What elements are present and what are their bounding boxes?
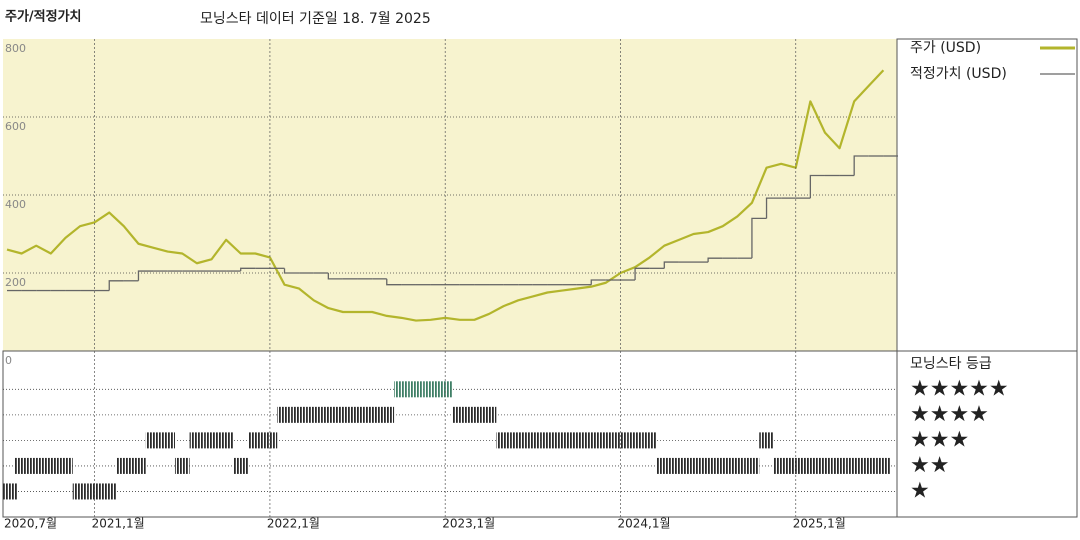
fair-value-step (707, 257, 723, 263)
rating-bar (277, 406, 292, 423)
rating-bar (832, 457, 847, 474)
fair-value-step (283, 268, 300, 274)
fair-value-step (137, 270, 154, 281)
rating-bar (335, 406, 351, 423)
rating-bar (145, 432, 161, 449)
rating-bar (379, 406, 395, 423)
fair-value-step (663, 261, 679, 269)
legend-label: 주가 (USD) (910, 40, 981, 56)
fair-value-step (751, 217, 767, 259)
rating-bar (671, 457, 687, 474)
rating-bar (364, 406, 380, 423)
rating-bar (686, 457, 701, 474)
rating-bar (554, 432, 570, 449)
rating-bar (803, 457, 818, 474)
rating-bar (656, 457, 672, 474)
fair-value-step (853, 155, 869, 176)
chart-title: 주가/적정가치 (5, 9, 82, 25)
rating-bar (233, 457, 249, 474)
fair-value-step (327, 273, 343, 280)
rating-bar (394, 381, 409, 398)
rating-bar (583, 432, 599, 449)
x-tick-label: 2024,1월 (617, 517, 670, 531)
y-tick-label: 600 (5, 120, 26, 133)
rating-label: ★ (910, 478, 930, 503)
rating-bar (321, 406, 336, 423)
fair-value-step (590, 279, 606, 285)
fair-value-step (809, 174, 825, 199)
rating-label: ★★★★ (910, 402, 989, 427)
rating-bar (350, 406, 365, 423)
rating-bar (525, 432, 541, 449)
rating-bar (876, 457, 891, 474)
rating-bar (58, 457, 73, 474)
rating-bar (773, 457, 789, 474)
rating-bar (759, 432, 774, 449)
rating-bar (174, 457, 190, 474)
rating-bar (846, 457, 862, 474)
rating-bar (408, 381, 424, 398)
rating-bar (540, 432, 555, 449)
rating-bar (642, 432, 657, 449)
rating-bar (291, 406, 307, 423)
rating-bar (481, 406, 497, 423)
x-tick-label: 2025,1월 (793, 517, 846, 531)
fair-value-step (108, 280, 124, 291)
rating-bar (861, 457, 877, 474)
rating-bar (218, 432, 234, 449)
fair-value-step (386, 278, 402, 286)
rating-bar (598, 432, 614, 449)
y-tick-label: 200 (5, 276, 26, 289)
rating-bar (28, 457, 44, 474)
rating-bar (700, 457, 716, 474)
rating-bar (817, 457, 833, 474)
rating-bar (423, 381, 438, 398)
rating-bar (189, 432, 205, 449)
x-tick-label: 2021,1월 (92, 517, 145, 531)
rating-bar (160, 432, 175, 449)
fair-value-step (240, 267, 256, 272)
x-tick-label: 2020,7월 (4, 517, 57, 531)
y-tick-label: 800 (5, 42, 26, 55)
rating-bar (101, 483, 117, 500)
y-tick-label: 400 (5, 198, 26, 211)
rating-bar (744, 457, 760, 474)
chart-subtitle: 모닝스타 데이터 기준일 18. 7월 2025 (200, 11, 431, 27)
legend-label: 적정가치 (USD) (910, 66, 1007, 82)
rating-title: 모닝스타 등급 (910, 356, 992, 372)
legend-box (896, 38, 1078, 352)
rating-bar (496, 432, 511, 449)
rating-bar (730, 457, 745, 474)
rating-bar (627, 432, 643, 449)
fair-value-step (634, 267, 650, 281)
rating-label: ★★ (910, 453, 949, 478)
rating-label: ★★★★★ (910, 376, 1009, 401)
rating-bar (131, 457, 146, 474)
rating-bar (14, 457, 29, 474)
rating-bar (116, 457, 132, 474)
rating-bar (3, 483, 18, 500)
rating-bar (72, 483, 88, 500)
rating-bar (510, 432, 526, 449)
rating-bar (452, 406, 468, 423)
rating-bar (437, 381, 453, 398)
y-tick-label: 0 (5, 354, 12, 367)
rating-bar (467, 406, 482, 423)
rating-bar (715, 457, 731, 474)
fair-value-step (765, 197, 782, 219)
rating-legend-box (896, 350, 1078, 518)
rating-bar (204, 432, 219, 449)
rating-bar (569, 432, 584, 449)
x-tick-label: 2023,1월 (442, 517, 495, 531)
rating-bar (306, 406, 322, 423)
rating-label: ★★★ (910, 427, 969, 452)
rating-bar (248, 432, 263, 449)
rating-bar (788, 457, 804, 474)
x-tick-label: 2022,1월 (267, 517, 320, 531)
price-line (6, 69, 885, 322)
rating-bar (43, 457, 59, 474)
